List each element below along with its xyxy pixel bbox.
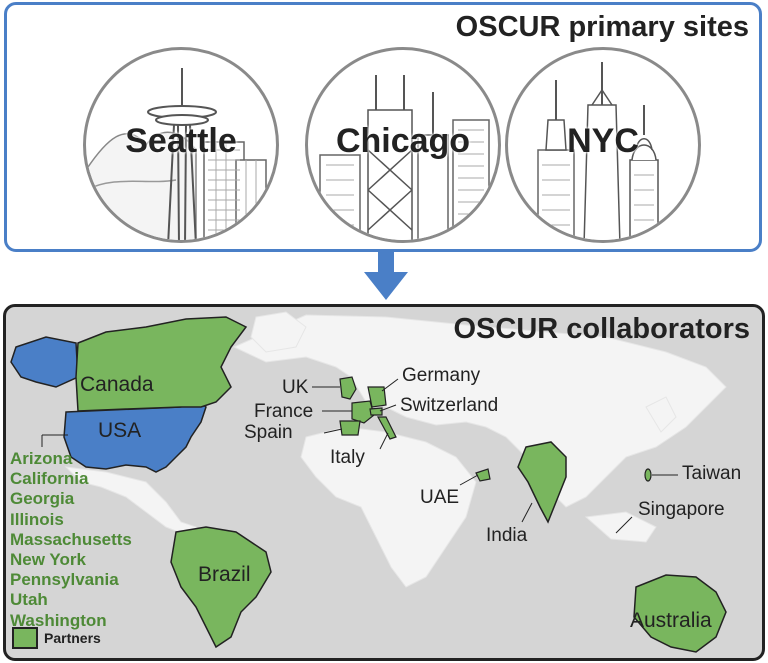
site-seattle-label: Seattle	[125, 122, 237, 160]
legend-swatch	[12, 627, 38, 649]
label-brazil: Brazil	[198, 563, 251, 586]
label-australia: Australia	[630, 609, 712, 632]
country-italy	[376, 416, 397, 440]
label-singapore: Singapore	[638, 499, 725, 520]
us-state-item: New York	[10, 550, 86, 570]
collaborators-map-panel: OSCUR collaborators Canada USA UK France…	[3, 304, 765, 661]
legend-label: Partners	[44, 630, 101, 646]
us-state-item: Illinois	[10, 509, 64, 529]
label-canada: Canada	[80, 373, 154, 396]
us-state-item: Pennsylvania	[10, 570, 119, 590]
site-nyc-label: NYC	[567, 122, 639, 160]
label-italy: Italy	[330, 447, 365, 468]
us-state-item: Massachusetts	[10, 529, 132, 549]
down-arrow-icon	[364, 252, 408, 300]
us-states-list: Arizona California Georgia Illinois Mass…	[10, 449, 132, 631]
label-switzerland: Switzerland	[400, 395, 499, 416]
label-uk: UK	[282, 377, 309, 398]
country-taiwan	[644, 468, 652, 482]
country-switzerland	[369, 407, 383, 416]
country-india	[517, 441, 567, 524]
land-masses	[64, 311, 727, 588]
country-canada	[75, 316, 248, 412]
label-germany: Germany	[402, 365, 481, 386]
site-seattle: Seattle	[83, 47, 279, 243]
us-state-item: Utah	[10, 590, 48, 610]
label-france: France	[254, 401, 314, 422]
country-france	[351, 400, 375, 424]
primary-sites-title: OSCUR primary sites	[455, 11, 749, 43]
us-state-item: California	[10, 469, 89, 489]
label-spain: Spain	[244, 422, 293, 443]
nyc-skyline-illustration	[537, 62, 659, 240]
site-chicago-label: Chicago	[335, 122, 471, 160]
country-uk	[339, 376, 357, 400]
world-map	[10, 311, 727, 653]
country-brazil	[170, 526, 272, 649]
site-nyc: NYC	[505, 47, 701, 243]
collaborators-title: OSCUR collaborators	[453, 313, 751, 345]
chicago-skyline-illustration	[319, 75, 490, 240]
label-uae: UAE	[420, 487, 460, 508]
primary-sites-panel: OSCUR primary sites Seattle	[4, 2, 762, 252]
us-state-item: Georgia	[10, 489, 75, 509]
us-state-item: Washington	[10, 610, 107, 630]
country-germany	[367, 386, 387, 408]
seattle-skyline-illustration	[86, 68, 267, 240]
label-usa: USA	[98, 419, 142, 442]
legend: Partners	[12, 627, 101, 649]
label-india: India	[486, 525, 528, 546]
country-spain	[339, 420, 361, 436]
country-uae	[475, 468, 491, 482]
country-australia	[633, 574, 727, 653]
label-taiwan: Taiwan	[682, 463, 742, 484]
country-usa-alaska	[10, 336, 79, 388]
leader-lines	[41, 378, 678, 534]
us-state-item: Arizona	[10, 449, 73, 468]
site-chicago: Chicago	[305, 47, 501, 243]
